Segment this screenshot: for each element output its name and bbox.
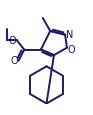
Text: N: N [66, 29, 73, 39]
Text: O: O [11, 55, 18, 65]
Text: O: O [67, 44, 75, 54]
Text: O: O [9, 36, 16, 46]
